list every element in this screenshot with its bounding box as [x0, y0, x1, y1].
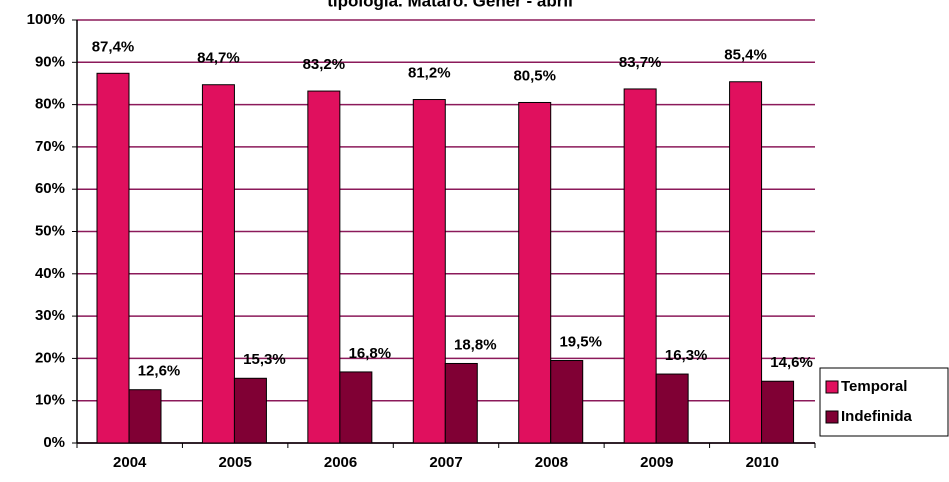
- data-label: 83,2%: [303, 56, 346, 73]
- data-label: 12,6%: [138, 363, 181, 380]
- y-tick-label: 0%: [43, 434, 65, 451]
- bar: [339, 371, 373, 444]
- bar: [96, 72, 130, 444]
- bar: [623, 88, 657, 444]
- data-label: 16,3%: [665, 347, 708, 364]
- y-tick-label: 60%: [35, 180, 65, 197]
- bar: [444, 362, 478, 444]
- x-tick-label: 2008: [535, 454, 568, 471]
- data-label: 14,6%: [770, 354, 813, 371]
- legend-label: Temporal: [841, 378, 907, 395]
- y-tick-label: 30%: [35, 307, 65, 324]
- data-label: 81,2%: [408, 64, 451, 81]
- bar: [550, 360, 584, 444]
- y-tick-label: 80%: [35, 96, 65, 113]
- data-label: 80,5%: [513, 67, 556, 84]
- x-tick-label: 2006: [324, 454, 357, 471]
- bar: [201, 84, 235, 444]
- data-label: 83,7%: [619, 54, 662, 71]
- bar: [729, 81, 763, 444]
- y-tick-label: 50%: [35, 222, 65, 239]
- bar: [128, 389, 162, 444]
- x-tick-label: 2010: [746, 454, 779, 471]
- bar: [761, 380, 795, 444]
- x-tick-label: 2009: [640, 454, 673, 471]
- y-tick-label: 10%: [35, 392, 65, 409]
- bar: [307, 90, 341, 444]
- y-tick-label: 40%: [35, 265, 65, 282]
- y-tick-label: 20%: [35, 349, 65, 366]
- x-tick-label: 2005: [218, 454, 251, 471]
- x-tick-label: 2004: [113, 454, 147, 471]
- y-tick-label: 100%: [27, 11, 65, 28]
- y-tick-label: 90%: [35, 53, 65, 70]
- x-tick-label: 2007: [429, 454, 462, 471]
- y-tick-label: 70%: [35, 138, 65, 155]
- data-label: 87,4%: [92, 38, 135, 55]
- legend-swatch: [825, 380, 839, 394]
- chart-title: tipologia. Mataró. Gener - abril: [327, 0, 573, 10]
- data-label: 84,7%: [197, 50, 240, 67]
- data-label: 16,8%: [349, 345, 392, 362]
- bar: [518, 101, 552, 444]
- data-label: 18,8%: [454, 336, 497, 353]
- legend-box: [819, 367, 949, 437]
- bar: [655, 373, 689, 444]
- bar: [412, 99, 446, 444]
- data-label: 19,5%: [559, 333, 602, 350]
- data-label: 85,4%: [724, 47, 767, 64]
- legend-label: Indefinida: [841, 408, 912, 425]
- data-label: 15,3%: [243, 351, 286, 368]
- legend-swatch: [825, 410, 839, 424]
- bar: [233, 377, 267, 444]
